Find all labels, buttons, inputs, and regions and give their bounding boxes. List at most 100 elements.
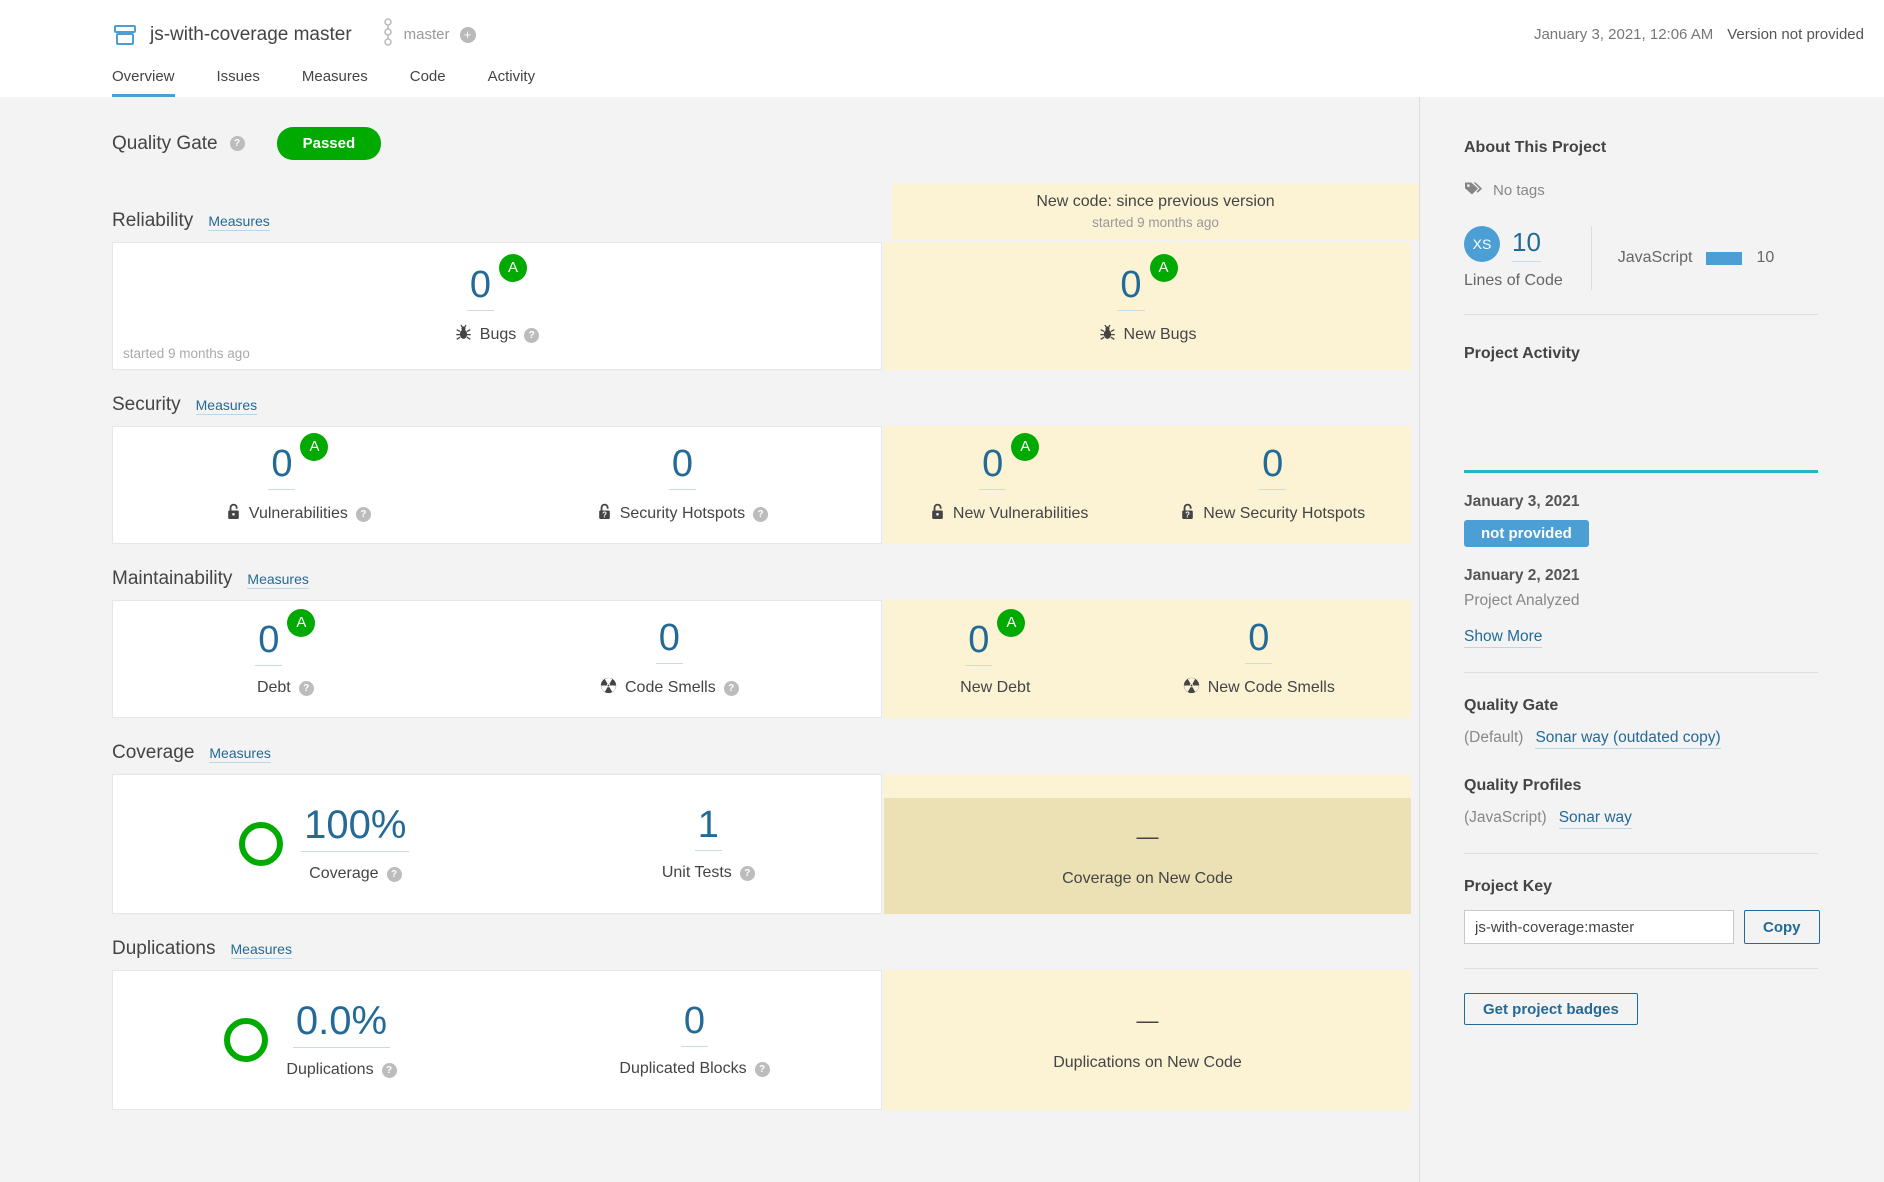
lock-question-icon: ? [597,503,612,525]
quality-gate-scope: (Default) [1464,729,1524,746]
lock-icon [930,503,945,525]
maintainability-rating-badge[interactable]: A [287,608,316,637]
about-project-title: About This Project [1464,139,1607,156]
duplicated-blocks-label: Duplicated Blocks [619,1060,747,1078]
project-icon [112,23,138,47]
help-icon[interactable]: ? [298,680,314,696]
section-title: Security [112,394,181,415]
duplications-metric: 0.0% Duplications ? [224,1000,397,1080]
coverage-value-link[interactable]: 100% [301,804,410,853]
help-icon[interactable]: ? [754,1061,770,1077]
event-date: January 3, 2021 [1464,493,1580,510]
unit-tests-count-link[interactable]: 1 [694,805,722,852]
quality-profile-scope: (JavaScript) [1464,809,1547,826]
add-branch-icon[interactable]: + [459,26,476,43]
version-label: Version not provided [1727,26,1864,43]
help-icon[interactable]: ? [386,866,402,882]
new-bugs-count-link[interactable]: 0 [1117,265,1145,312]
overview-content: Quality Gate ? Passed Reliability Measur… [112,97,1419,1182]
sidebar-divider [1464,853,1818,854]
quality-profiles-title: Quality Profiles [1464,777,1582,794]
vulnerabilities-label: Vulnerabilities [248,505,348,523]
reliability-rating-badge[interactable]: A [499,253,528,282]
new-bugs-label: New Bugs [1123,326,1197,344]
debt-count-link[interactable]: 0 [255,620,283,667]
new-security-rating-badge[interactable]: A [1011,432,1040,461]
branch-selector[interactable]: master + [382,16,476,53]
security-hotspots-count-link[interactable]: 0 [668,444,696,491]
quality-gate-title: Quality Gate [112,132,218,154]
lines-of-code-block: XS 10 Lines of Code [1464,226,1592,290]
coverage-new-code-card: — Coverage on New Code [884,774,1411,914]
tags-row[interactable]: No tags [1464,181,1844,200]
help-icon[interactable]: ? [229,136,245,151]
new-vulnerabilities-count-link[interactable]: 0 [979,444,1007,491]
branch-name[interactable]: master [403,26,450,43]
tab-code[interactable]: Code [409,68,446,85]
quality-gate-link[interactable]: Sonar way (outdated copy) [1535,729,1721,749]
help-icon[interactable]: ? [524,327,540,343]
security-rating-badge[interactable]: A [300,432,329,461]
new-debt-count-link[interactable]: 0 [965,620,993,667]
section-coverage: Coverage Measures 100% Coverage ? [112,742,1419,914]
lines-of-code-link[interactable]: 10 [1512,227,1541,262]
new-code-smells-count-link[interactable]: 0 [1245,618,1273,665]
new-reliability-rating-badge[interactable]: A [1149,253,1178,282]
help-icon[interactable]: ? [753,506,769,522]
measures-link[interactable]: Measures [247,571,309,589]
new-security-hotspots-count-link[interactable]: 0 [1259,444,1287,491]
quality-profile-link[interactable]: Sonar way [1558,809,1632,829]
nav-tabs: Overview Issues Measures Code Activity [112,68,1884,97]
help-icon[interactable]: ? [723,680,739,696]
duplications-value-link[interactable]: 0.0% [292,1000,391,1049]
measures-link[interactable]: Measures [195,397,258,415]
tab-issues[interactable]: Issues [216,68,260,85]
duplications-new-code-dash: — [1136,1008,1159,1033]
branch-icon [382,16,394,53]
coverage-new-code-label: Coverage on New Code [1062,870,1233,887]
measures-link[interactable]: Measures [208,213,270,231]
coverage-label: Coverage [309,865,379,883]
language-bar [1706,251,1743,265]
security-hotspots-label: Security Hotspots [619,505,746,523]
language-name: JavaScript [1617,249,1693,266]
duplications-card: 0.0% Duplications ? 0 Duplicated Blocks … [112,970,882,1110]
tags-label: No tags [1493,182,1545,199]
help-icon[interactable]: ? [381,1062,397,1078]
language-block: JavaScript 10 [1592,226,1775,290]
section-title: Duplications [112,938,216,959]
svg-text:?: ? [602,511,607,520]
event-description: Project Analyzed [1464,592,1580,609]
help-icon[interactable]: ? [355,506,371,522]
tab-measures[interactable]: Measures [301,68,368,85]
new-code-smells-metric: 0 New Code Smells [1183,618,1335,700]
new-maintainability-rating-badge[interactable]: A [997,608,1026,637]
duplicated-blocks-count-link[interactable]: 0 [680,1001,709,1048]
bugs-count-link[interactable]: 0 [466,265,495,312]
vulnerabilities-count-link[interactable]: 0 [268,444,296,491]
version-event-badge: not provided [1464,520,1589,547]
tab-overview[interactable]: Overview [112,68,175,97]
new-debt-label: New Debt [960,679,1031,697]
tab-activity[interactable]: Activity [487,68,536,85]
coverage-new-code-dash: — [1136,824,1159,849]
duplications-label: Duplications [286,1061,374,1079]
show-more-link[interactable]: Show More [1464,628,1543,648]
measures-link[interactable]: Measures [230,941,292,959]
code-smells-count-link[interactable]: 0 [655,618,683,665]
copy-button[interactable]: Copy [1744,910,1820,944]
get-project-badges-button[interactable]: Get project badges [1464,993,1638,1025]
section-title: Coverage [112,742,195,763]
activity-sparkline-chart[interactable] [1464,367,1818,473]
measures-link[interactable]: Measures [209,745,271,763]
help-icon[interactable]: ? [739,865,755,881]
project-key-input[interactable] [1464,910,1734,944]
lines-of-code-label: Lines of Code [1464,272,1563,289]
